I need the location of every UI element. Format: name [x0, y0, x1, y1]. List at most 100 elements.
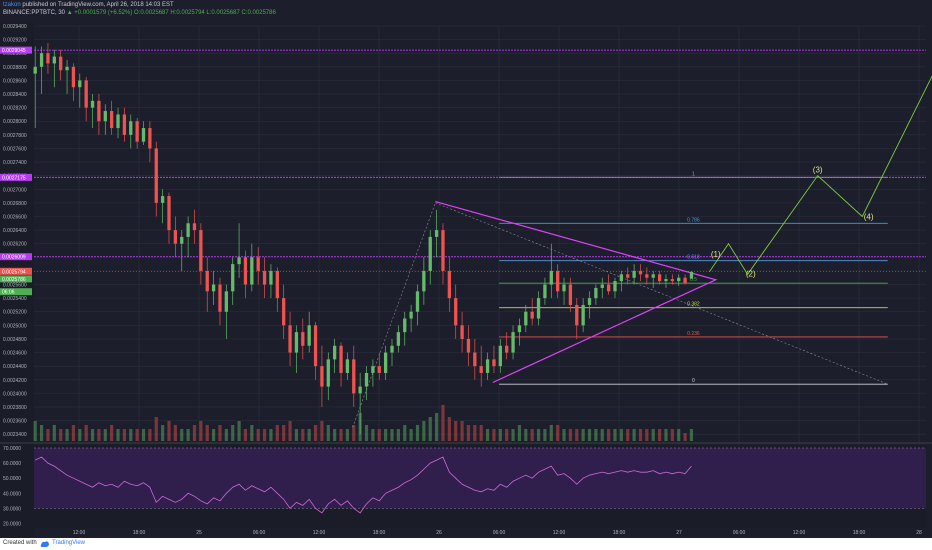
- candle-body: [345, 359, 350, 373]
- price-tick-label: 0.0027000: [3, 187, 27, 193]
- rsi-tick-label: 30.0000: [3, 506, 21, 512]
- time-tick-label: 27: [676, 530, 682, 536]
- price-tick-label: 0.0029200: [3, 38, 27, 44]
- price-tick-label: 0.0026200: [3, 242, 27, 248]
- time-tick-label: 06:00: [253, 530, 266, 536]
- volume-bar: [683, 433, 687, 441]
- time-tick-label: 06:00: [733, 530, 746, 536]
- candle-body: [78, 80, 82, 88]
- volume-bar: [231, 425, 235, 441]
- created-with-label: Created with: [3, 540, 37, 546]
- price-tick-label: 0.0025200: [3, 310, 27, 316]
- volume-bar: [192, 425, 197, 441]
- candle-body: [677, 277, 681, 282]
- candle-body: [543, 284, 547, 299]
- volume-bar: [613, 429, 617, 441]
- candle-body: [358, 386, 362, 394]
- price-tick-label: 0.0029400: [3, 24, 27, 30]
- volume-bar: [186, 429, 190, 441]
- volume-bar: [326, 425, 330, 441]
- volume-bar: [313, 425, 318, 441]
- volume-bar: [352, 425, 356, 441]
- volume-bar: [288, 421, 292, 441]
- candle-body: [339, 345, 343, 373]
- time-tick-label: 12:00: [73, 530, 86, 536]
- price-label-text: 0.0025794: [2, 269, 26, 275]
- fib-diagonal: [435, 202, 888, 385]
- candle-body: [524, 311, 528, 326]
- rsi-tick-label: 20.0000: [3, 521, 21, 527]
- volume-bar: [390, 429, 394, 441]
- volume-bar: [689, 429, 694, 441]
- volume-bar: [562, 429, 566, 441]
- candle-body: [39, 53, 44, 67]
- candle-body: [492, 359, 496, 367]
- volume-bar: [199, 421, 203, 441]
- rsi-tick-label: 70.0000: [3, 446, 21, 452]
- author-link[interactable]: tzakon: [3, 2, 21, 8]
- candle-body: [651, 274, 655, 278]
- volume-bar: [677, 429, 681, 441]
- fib-level-label: 0.382: [687, 302, 700, 308]
- volume-bar: [473, 425, 477, 441]
- volume-bar: [651, 429, 655, 441]
- volume-bar: [479, 425, 483, 441]
- volume-bar: [71, 425, 76, 441]
- candle-body: [409, 311, 413, 319]
- volume-bar: [78, 429, 82, 441]
- candle-body: [90, 100, 95, 108]
- volume-bar: [224, 429, 228, 441]
- volume-bar: [396, 429, 400, 441]
- candle-body: [167, 196, 171, 231]
- volume-bar: [441, 405, 445, 441]
- volume-bar: [39, 425, 44, 441]
- volume-bar: [212, 429, 216, 441]
- candle-body: [619, 274, 624, 282]
- candle-body: [97, 100, 101, 122]
- price-tick-label: 0.0024600: [3, 351, 27, 357]
- candle-body: [256, 257, 260, 271]
- volume-bar: [301, 429, 305, 441]
- volume-bar: [530, 429, 534, 441]
- volume-bar: [250, 425, 254, 441]
- horizontal-lines: [34, 49, 926, 272]
- volume-bar: [110, 425, 114, 441]
- volume-bar: [645, 429, 649, 441]
- fib-level-label: 0: [692, 378, 695, 384]
- candle-body: [129, 121, 133, 135]
- volume-bar: [218, 425, 222, 441]
- candle-body: [180, 236, 184, 244]
- volume-bar: [428, 417, 432, 441]
- candle-body: [613, 281, 617, 292]
- tradingview-brand[interactable]: TradingView: [52, 540, 86, 546]
- volume-bar: [600, 429, 604, 441]
- volume-bar: [536, 429, 541, 441]
- candle-body: [626, 274, 630, 278]
- price-tick-label: 0.0028600: [3, 78, 27, 84]
- candle-body: [231, 264, 235, 292]
- candles: [33, 43, 694, 435]
- volume-bar: [594, 429, 598, 441]
- price-tick-label: 0.0028000: [3, 119, 27, 125]
- time-tick-label: 18:00: [853, 530, 866, 536]
- candle-body: [562, 284, 566, 292]
- volume-bar: [466, 425, 471, 441]
- volume-bar: [364, 425, 369, 441]
- candle-body: [205, 270, 209, 292]
- volume-bar: [498, 429, 502, 441]
- candle-body: [600, 284, 604, 288]
- candle-body: [498, 345, 502, 367]
- publish-line: tzakon published on TradingView.com, Apr…: [3, 1, 174, 9]
- time-tick-label: 26: [436, 530, 442, 536]
- price-label-text: 06:06: [2, 290, 15, 296]
- price-tick-label: 0.0026400: [3, 228, 27, 234]
- time-tick-label: 06:00: [493, 530, 506, 536]
- price-tick-label: 0.0025400: [3, 296, 27, 302]
- price-tick-label: 0.0025000: [3, 323, 27, 329]
- volume-bar: [403, 425, 407, 441]
- candle-body: [160, 196, 165, 203]
- candle-body: [377, 366, 381, 373]
- price-tick-label: 0.0028400: [3, 92, 27, 98]
- volume-bar: [658, 429, 662, 441]
